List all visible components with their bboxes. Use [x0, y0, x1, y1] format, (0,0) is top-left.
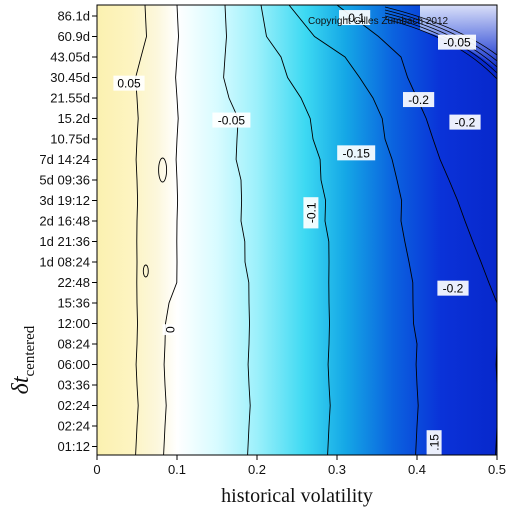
x-tick-label: 0.4	[408, 462, 426, 477]
contour-label-bg	[303, 197, 319, 229]
svg-text:δtcentered: δtcentered	[8, 325, 38, 394]
contour-line	[288, 5, 419, 455]
contour-label-bg	[426, 430, 442, 455]
contour-label: -0.1	[303, 197, 319, 229]
contour-label-text: -0.1	[304, 202, 318, 223]
y-tick-label: 03:36	[57, 378, 90, 393]
x-axis-title: historical volatility	[221, 485, 373, 507]
contour-label-text: 0	[164, 326, 178, 333]
y-tick-label: 02:24	[57, 398, 90, 413]
copyright-notice: Copyright Gilles Zumbach 2012	[308, 16, 449, 27]
plot-frame	[96, 4, 498, 456]
contour-loop	[142, 264, 149, 278]
x-tick-label: 0.5	[488, 462, 506, 477]
y-axis-title-main: δt	[8, 375, 34, 394]
contour-label-text: -0.05	[443, 36, 471, 50]
contour-label: -0.05	[212, 112, 251, 128]
y-tick-label: 1d 21:36	[39, 234, 90, 249]
y-tick-label: 10.75d	[50, 132, 90, 147]
contour-line	[260, 5, 331, 455]
contour-label-bg	[438, 34, 476, 50]
contour-label-text: -0.1	[344, 11, 365, 25]
y-tick-label: 12:00	[57, 316, 90, 331]
x-tick-label: 0	[93, 462, 100, 477]
plot-area: 0.05 -0.05 0 -0.1 -0.15 -0.2 -0.2 -0.2 -0.05 -0.1…	[96, 4, 498, 456]
heatmap-field	[97, 5, 497, 455]
y-tick-label: 60.9d	[57, 29, 90, 44]
contour-label: -0.2	[403, 92, 435, 108]
contour-label-text: -0.2	[443, 282, 464, 296]
contour-label-text: -0.2	[455, 116, 476, 130]
contour-label-bg	[437, 280, 469, 296]
y-tick-label: 21.55d	[50, 91, 90, 106]
contour-label-bg	[212, 112, 251, 128]
contour-label: -0.2	[449, 114, 481, 130]
y-tick-label: 06:00	[57, 357, 90, 372]
contour-line	[223, 5, 251, 455]
contour-line-dense	[384, 9, 497, 62]
contour-label-text: 0.05	[117, 77, 141, 91]
contour-label: .15	[426, 430, 442, 455]
y-tick-label: 7d 14:24	[39, 152, 90, 167]
contour-labels: 0.05 -0.05 0 -0.1 -0.15 -0.2 -0.2 -0.2 -0.05 -0.1…	[113, 10, 481, 455]
y-axis: 86.1d 60.9d 43.05d 30.45d 21.55d 15.2d 10.75d 7…	[39, 9, 97, 454]
x-axis: 0 0.1 0.2 0.3 0.4 0.5	[93, 455, 506, 477]
contour-label: -0.1	[339, 10, 371, 26]
contour-label-text: -0.15	[343, 146, 371, 160]
contour-label: -0.15	[337, 145, 376, 161]
y-tick-label: 02:24	[57, 419, 90, 434]
y-tick-label: 2d 16:48	[39, 214, 90, 229]
y-tick-label: 86.1d	[57, 9, 90, 24]
contour-line	[163, 5, 179, 455]
contour-label-bg	[113, 75, 145, 91]
x-tick-label: 0.1	[168, 462, 186, 477]
contour-label-bg	[337, 145, 376, 161]
contour-label: 0	[162, 324, 178, 336]
contour-label-bg	[339, 10, 371, 26]
y-tick-label: 1d 08:24	[39, 255, 90, 270]
y-tick-label: 30.45d	[50, 70, 90, 85]
y-axis-title: δtcentered	[8, 325, 38, 394]
contour-label: -0.2	[437, 280, 469, 296]
contour-label-bg	[403, 92, 435, 108]
contour-label-text: .15	[428, 434, 442, 451]
contour-label-bg	[449, 114, 481, 130]
x-tick-label: 0.2	[248, 462, 266, 477]
y-tick-label: 22:48	[57, 275, 90, 290]
y-tick-label: 01:12	[57, 439, 90, 454]
contour-label-bg	[162, 324, 178, 336]
y-tick-label: 08:24	[57, 337, 90, 352]
contour-line-dense	[384, 6, 497, 56]
contour-label: 0.05	[113, 75, 145, 91]
y-tick-label: 3d 19:12	[39, 193, 90, 208]
y-tick-label: 15.2d	[57, 111, 90, 126]
y-tick-label: 15:36	[57, 296, 90, 311]
y-axis-title-sub: centered	[22, 325, 38, 376]
contour-loop	[158, 157, 168, 183]
y-tick-label: 5d 09:36	[39, 173, 90, 188]
x-tick-label: 0.3	[328, 462, 346, 477]
contour-label: -0.05	[438, 34, 476, 50]
y-tick-label: 43.05d	[50, 50, 90, 65]
contour-label-text: -0.2	[408, 93, 429, 107]
contour-label-text: -0.05	[218, 114, 246, 128]
